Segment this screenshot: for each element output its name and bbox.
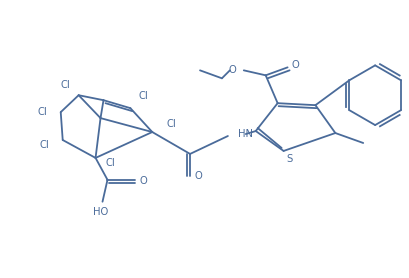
Text: O: O bbox=[291, 60, 299, 70]
Text: HN: HN bbox=[237, 129, 252, 139]
Text: HO: HO bbox=[93, 207, 108, 217]
Text: Cl: Cl bbox=[37, 107, 47, 117]
Text: Cl: Cl bbox=[39, 140, 49, 150]
Text: Cl: Cl bbox=[166, 119, 175, 129]
Text: Cl: Cl bbox=[138, 91, 148, 101]
Text: O: O bbox=[194, 171, 201, 181]
Text: O: O bbox=[227, 65, 235, 75]
Text: S: S bbox=[286, 154, 292, 164]
Text: Cl: Cl bbox=[61, 80, 70, 90]
Text: Cl: Cl bbox=[105, 158, 115, 168]
Text: O: O bbox=[139, 176, 147, 186]
